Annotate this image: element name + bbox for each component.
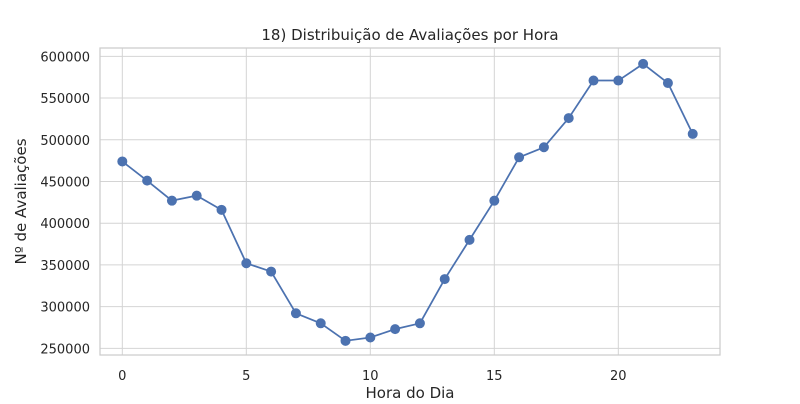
data-point [316, 319, 325, 328]
plot-area [100, 48, 720, 355]
x-axis-label: Hora do Dia [366, 384, 455, 400]
data-point [589, 76, 598, 85]
x-tick-label: 15 [486, 369, 503, 384]
data-point [564, 114, 573, 123]
data-point [415, 319, 424, 328]
data-point [391, 325, 400, 334]
data-point [614, 76, 623, 85]
data-point [291, 309, 300, 318]
data-point [192, 191, 201, 200]
y-tick-label: 450000 [40, 175, 90, 190]
data-point [490, 196, 499, 205]
y-tick-label: 250000 [40, 342, 90, 357]
data-point [143, 176, 152, 185]
data-point [639, 59, 648, 68]
y-tick-label: 350000 [40, 259, 90, 274]
y-tick-label: 400000 [40, 217, 90, 232]
data-point [688, 129, 697, 138]
data-point [465, 235, 474, 244]
data-point [118, 157, 127, 166]
y-tick-label: 300000 [40, 301, 90, 316]
data-point [267, 267, 276, 276]
data-point [242, 259, 251, 268]
y-tick-label: 500000 [40, 134, 90, 149]
data-point [440, 275, 449, 284]
x-tick-label: 10 [362, 369, 379, 384]
data-point [515, 153, 524, 162]
data-point [366, 333, 375, 342]
chart-title: 18) Distribuição de Avaliações por Hora [261, 26, 558, 44]
data-point [663, 79, 672, 88]
data-point [341, 336, 350, 345]
y-tick-label: 600000 [40, 50, 90, 65]
data-point [217, 205, 226, 214]
x-tick-label: 5 [242, 369, 250, 384]
x-tick-label: 0 [118, 369, 126, 384]
y-axis-label: Nº de Avaliações [12, 138, 30, 264]
x-tick-label: 20 [610, 369, 627, 384]
data-point [167, 196, 176, 205]
data-point [539, 143, 548, 152]
y-tick-label: 550000 [40, 92, 90, 107]
